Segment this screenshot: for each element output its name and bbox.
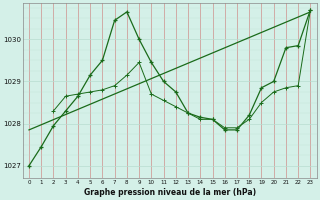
X-axis label: Graphe pression niveau de la mer (hPa): Graphe pression niveau de la mer (hPa): [84, 188, 256, 197]
